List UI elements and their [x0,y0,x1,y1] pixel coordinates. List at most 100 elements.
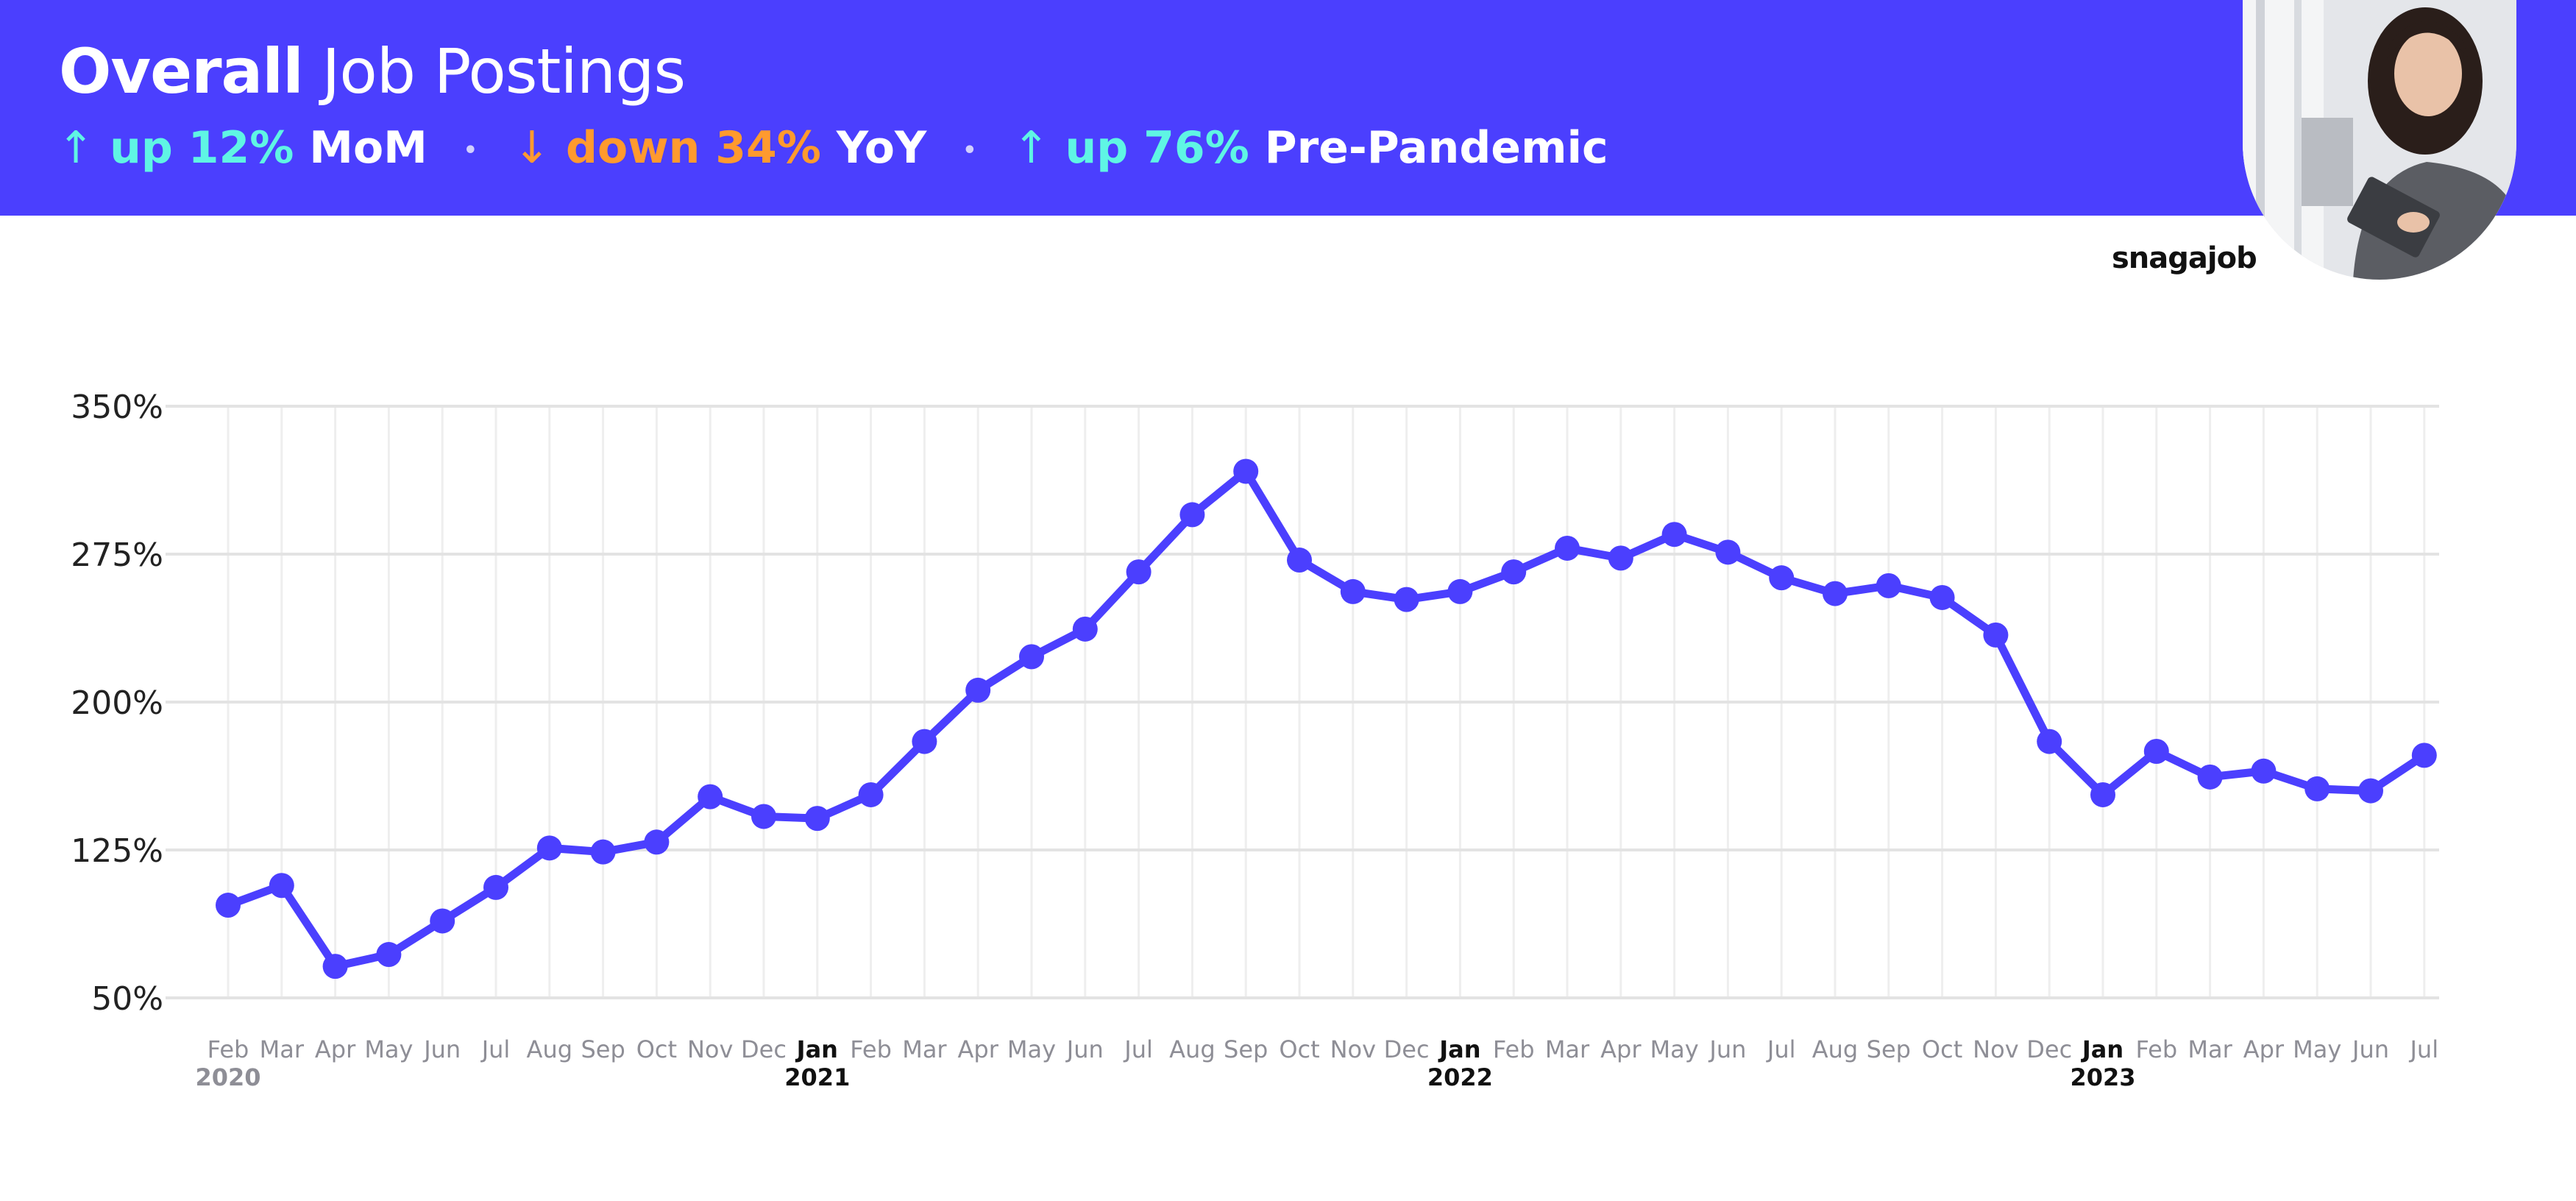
x-tick-label: Jan [1438,1035,1480,1063]
data-point [1394,587,1419,612]
x-tick-label: Sep [1867,1035,1911,1063]
data-point [2143,739,2169,764]
x-year-label: 2021 [784,1063,850,1091]
separator-dot-icon: • [962,137,977,163]
x-tick-label: Apr [315,1035,356,1063]
series-line [224,467,2429,971]
x-tick-label: Jul [1123,1035,1153,1063]
x-axis-ticks: Feb Mar Apr May Jun Jul Aug Sep Oct Nov Dec Jan Feb M… [195,1035,2438,1091]
x-tick-label: Nov [687,1035,733,1063]
data-point [804,806,830,832]
x-tick-label: May [1007,1035,1056,1063]
data-point [269,873,294,899]
x-tick-label: Dec [1384,1035,1430,1063]
y-tick-label: 200% [71,684,163,722]
stat-prepandemic-value: 76% [1143,122,1249,174]
x-tick-label: Mar [1545,1035,1590,1063]
data-point [1072,616,1098,642]
data-point [1661,522,1687,548]
x-tick-label: Oct [1279,1035,1319,1063]
y-tick-label: 275% [71,536,163,574]
data-point [858,782,884,807]
data-point [1126,559,1152,585]
x-tick-label: Feb [850,1035,892,1063]
data-point [1340,578,1366,604]
data-point [965,677,991,703]
stat-mom-period: MoM [309,122,427,174]
separator-dot-icon: • [463,137,478,163]
y-tick-label: 350% [71,389,163,426]
x-tick-label: Nov [1973,1035,2018,1063]
x-tick-label: Aug [527,1035,572,1063]
horizontal-gridlines [166,405,2439,999]
data-point [1715,539,1741,565]
x-year-label: 2020 [195,1063,260,1091]
x-tick-label: Mar [2188,1035,2232,1063]
arrow-up-icon: ↑ [1012,122,1050,174]
x-tick-label: Feb [1493,1035,1535,1063]
data-point [1769,565,1795,591]
person-photo [2243,0,2516,280]
data-point [1929,584,1955,610]
data-point [1983,622,2009,648]
stat-yoy-value: 34% [715,122,821,174]
brand-logo: snagajob [2112,241,2257,275]
data-point [644,829,670,855]
x-tick-label: Jun [2351,1035,2389,1063]
x-tick-label: Jul [480,1035,511,1063]
x-tick-label: Jan [2081,1035,2123,1063]
x-tick-label: Jul [1766,1035,1796,1063]
y-axis-ticks: 350% 275% 200% 125% 50% [71,389,163,1018]
x-tick-label: May [364,1035,413,1063]
x-tick-label: Nov [1330,1035,1376,1063]
x-tick-label: Jan [795,1035,838,1063]
x-tick-label: Oct [636,1035,677,1063]
data-point [2197,764,2223,790]
x-tick-label: Jun [1065,1035,1104,1063]
x-tick-label: Mar [902,1035,947,1063]
data-point [2251,758,2277,784]
x-tick-label: Oct [1922,1035,1962,1063]
x-tick-label: Apr [1600,1035,1642,1063]
data-point [1608,545,1633,571]
data-point [590,839,616,865]
data-point [2090,782,2115,807]
x-tick-label: Mar [260,1035,305,1063]
x-tick-label: Sep [1224,1035,1268,1063]
data-point [912,729,937,754]
data-point [322,954,348,979]
y-tick-label: 50% [91,980,163,1018]
data-point [1447,578,1473,604]
data-point [483,874,508,900]
x-tick-label: May [2293,1035,2341,1063]
data-point [1233,458,1259,484]
data-point [2037,729,2062,754]
x-tick-label: Dec [2026,1035,2072,1063]
person-photo-illustration [2243,0,2516,280]
stat-yoy-direction: down [566,122,700,174]
data-point [1876,573,1901,598]
page-title: Overall Job Postings [59,35,686,107]
x-tick-label: Aug [1812,1035,1858,1063]
x-tick-label: May [1650,1035,1699,1063]
data-point [2358,778,2383,804]
series-overall-job-postings [216,458,2437,979]
data-point [1501,559,1527,585]
title-bold: Overall [59,35,304,107]
header-banner [0,0,2576,216]
y-tick-label: 125% [71,832,163,870]
stat-yoy-period: YoY [836,122,927,174]
data-point [216,893,241,918]
data-point [376,942,402,968]
x-tick-label: Jun [1708,1035,1746,1063]
data-point [751,804,776,829]
x-year-label: 2022 [1427,1063,1493,1091]
stats-row: ↑ up 12% MoM • ↓ down 34% YoY • ↑ up 76%… [57,122,1608,174]
data-point [1287,548,1312,573]
data-point [430,908,455,934]
data-point [1823,581,1848,606]
x-year-label: 2023 [2070,1063,2135,1091]
data-point [1179,502,1205,528]
data-point [1555,535,1580,561]
